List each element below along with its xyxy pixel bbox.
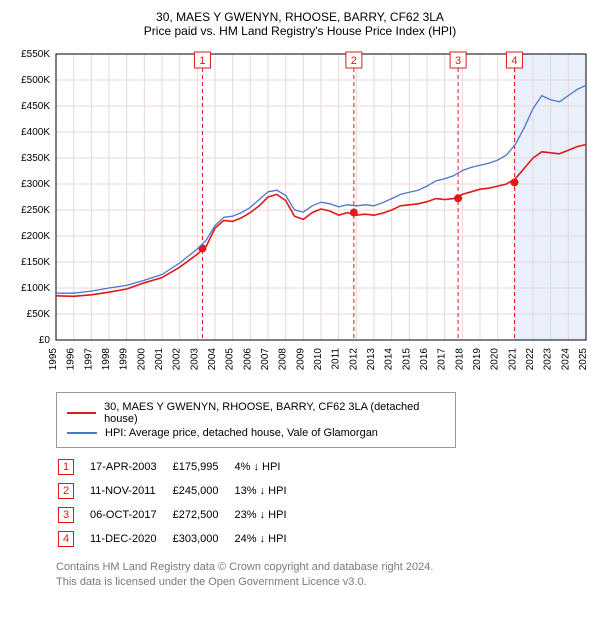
- svg-text:2005: 2005: [225, 348, 236, 371]
- svg-text:2022: 2022: [525, 348, 536, 371]
- svg-text:£150K: £150K: [21, 257, 50, 268]
- svg-text:2016: 2016: [419, 348, 430, 371]
- svg-text:2021: 2021: [507, 348, 518, 371]
- table-row: 3 06-OCT-2017£272,50023% ↓ HPI: [58, 504, 301, 526]
- transaction-price: £245,000: [173, 480, 233, 502]
- event-number-box: 1: [58, 459, 74, 475]
- svg-text:2014: 2014: [384, 348, 395, 371]
- legend-item: HPI: Average price, detached house, Vale…: [67, 427, 445, 439]
- price-chart: £0 £50K £100K £150K £200K £250K £300K £350K £400…: [10, 44, 590, 384]
- chart-titles: 30, MAES Y GWENYN, RHOOSE, BARRY, CF62 3…: [10, 10, 590, 38]
- svg-text:2015: 2015: [401, 348, 412, 371]
- svg-text:2019: 2019: [472, 348, 483, 371]
- svg-text:3: 3: [455, 55, 461, 67]
- svg-text:2018: 2018: [454, 348, 465, 371]
- svg-text:£550K: £550K: [21, 49, 50, 60]
- svg-text:£400K: £400K: [21, 127, 50, 138]
- svg-text:2024: 2024: [560, 348, 571, 371]
- legend-swatch: [67, 412, 96, 414]
- svg-text:2004: 2004: [207, 348, 218, 371]
- svg-text:£450K: £450K: [21, 101, 50, 112]
- svg-text:2025: 2025: [578, 348, 589, 371]
- title-subtitle: Price paid vs. HM Land Registry's House …: [10, 24, 590, 38]
- svg-text:2009: 2009: [295, 348, 306, 371]
- svg-text:£350K: £350K: [21, 153, 50, 164]
- footer-line: This data is licensed under the Open Gov…: [56, 575, 590, 590]
- svg-text:4: 4: [511, 55, 517, 67]
- legend-item: 30, MAES Y GWENYN, RHOOSE, BARRY, CF62 3…: [67, 401, 445, 425]
- event-number-box: 2: [58, 483, 74, 499]
- svg-text:2003: 2003: [189, 348, 200, 371]
- legend-swatch: [67, 432, 97, 434]
- transaction-delta: 4% ↓ HPI: [235, 456, 301, 478]
- footer-attribution: Contains HM Land Registry data © Crown c…: [56, 560, 590, 590]
- transaction-date: 17-APR-2003: [90, 456, 171, 478]
- transaction-price: £175,995: [173, 456, 233, 478]
- svg-text:2008: 2008: [278, 348, 289, 371]
- event-number-box: 4: [58, 531, 74, 547]
- svg-text:£200K: £200K: [21, 231, 50, 242]
- svg-text:1: 1: [199, 55, 205, 67]
- transaction-delta: 13% ↓ HPI: [235, 480, 301, 502]
- transaction-delta: 23% ↓ HPI: [235, 504, 301, 526]
- legend: 30, MAES Y GWENYN, RHOOSE, BARRY, CF62 3…: [56, 392, 456, 448]
- transaction-date: 06-OCT-2017: [90, 504, 171, 526]
- svg-text:1997: 1997: [83, 348, 94, 371]
- transactions-table: 1 17-APR-2003£175,9954% ↓ HPI 2 11-NOV-2011…: [56, 454, 303, 552]
- svg-text:2002: 2002: [172, 348, 183, 371]
- svg-text:1998: 1998: [101, 348, 112, 371]
- svg-text:2010: 2010: [313, 348, 324, 371]
- svg-text:2011: 2011: [331, 348, 342, 370]
- svg-text:2006: 2006: [242, 348, 253, 371]
- svg-text:2007: 2007: [260, 348, 271, 371]
- title-address: 30, MAES Y GWENYN, RHOOSE, BARRY, CF62 3…: [10, 10, 590, 24]
- svg-text:2: 2: [351, 55, 357, 67]
- svg-text:1999: 1999: [119, 348, 130, 371]
- svg-text:£500K: £500K: [21, 75, 50, 86]
- table-row: 1 17-APR-2003£175,9954% ↓ HPI: [58, 456, 301, 478]
- svg-text:£0: £0: [39, 335, 51, 346]
- table-row: 2 11-NOV-2011£245,00013% ↓ HPI: [58, 480, 301, 502]
- transaction-price: £303,000: [173, 528, 233, 550]
- svg-text:2020: 2020: [490, 348, 501, 371]
- svg-text:£100K: £100K: [21, 283, 50, 294]
- svg-text:2001: 2001: [154, 348, 165, 371]
- table-row: 4 11-DEC-2020£303,00024% ↓ HPI: [58, 528, 301, 550]
- svg-text:£250K: £250K: [21, 205, 50, 216]
- svg-text:1996: 1996: [66, 348, 77, 371]
- transaction-price: £272,500: [173, 504, 233, 526]
- svg-text:2012: 2012: [348, 348, 359, 371]
- chart-container: £0 £50K £100K £150K £200K £250K £300K £350K £400…: [10, 44, 590, 384]
- svg-text:£50K: £50K: [27, 309, 51, 320]
- transaction-date: 11-DEC-2020: [90, 528, 171, 550]
- svg-text:2023: 2023: [543, 348, 554, 371]
- svg-text:2013: 2013: [366, 348, 377, 371]
- legend-label: 30, MAES Y GWENYN, RHOOSE, BARRY, CF62 3…: [104, 401, 445, 425]
- event-number-box: 3: [58, 507, 74, 523]
- svg-text:1995: 1995: [48, 348, 59, 371]
- transaction-delta: 24% ↓ HPI: [235, 528, 301, 550]
- svg-text:2017: 2017: [437, 348, 448, 371]
- svg-text:£300K: £300K: [21, 179, 50, 190]
- transaction-date: 11-NOV-2011: [90, 480, 171, 502]
- legend-label: HPI: Average price, detached house, Vale…: [105, 427, 378, 439]
- svg-text:2000: 2000: [136, 348, 147, 371]
- footer-line: Contains HM Land Registry data © Crown c…: [56, 560, 590, 575]
